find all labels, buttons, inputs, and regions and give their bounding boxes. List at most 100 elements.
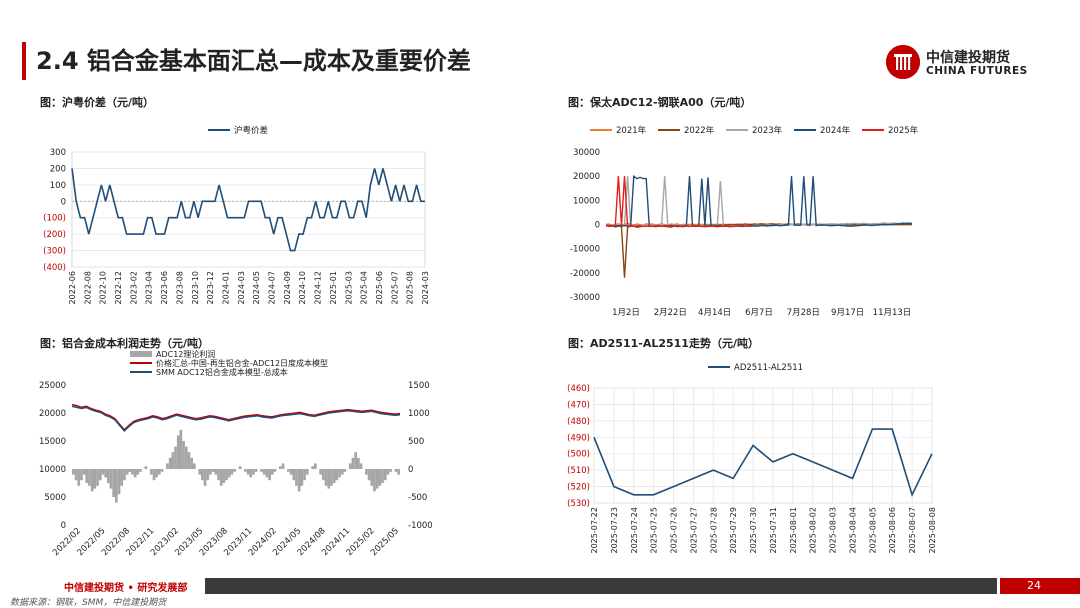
profit-bar — [128, 469, 132, 472]
profit-bar — [150, 469, 153, 475]
profit-bar — [152, 469, 156, 481]
profit-bar — [88, 469, 91, 486]
profit-bar — [314, 463, 317, 469]
legend-label: 2023年 — [752, 125, 783, 136]
profit-bar — [120, 469, 124, 486]
series-line — [605, 176, 913, 228]
y-tick-label-right: 1500 — [408, 381, 430, 391]
x-tick-label: 4月14日 — [698, 308, 731, 318]
legend-label: 价格汇总-中国-再生铝合金-ADC12日度成本模型 — [156, 358, 328, 368]
x-tick-label: 2024-03 — [237, 271, 246, 304]
y-tick-label-left: 10000 — [39, 465, 66, 475]
y-tick-label-right: -1000 — [408, 521, 433, 531]
profit-bar — [166, 463, 169, 469]
profit-bar — [74, 469, 78, 481]
profit-bar — [252, 469, 255, 475]
chart-price-spread: 300 200 100 0 (100) (200) (300) (400)2022-06 202… — [43, 125, 430, 304]
y-tick-label: (520) — [567, 483, 590, 493]
y-tick-label-right: 0 — [408, 465, 413, 475]
x-tick-label: 2025-08-07 — [908, 507, 917, 554]
profit-bar — [295, 469, 298, 486]
y-tick-label-left: 20000 — [39, 409, 66, 419]
profit-bar — [322, 469, 325, 481]
legend-label: 2024年 — [820, 125, 851, 136]
legend-label: 2025年 — [888, 125, 919, 136]
y-tick-label-right: -500 — [408, 493, 427, 503]
profit-bar — [389, 469, 392, 472]
profit-bar — [370, 469, 374, 486]
chart-adc12-a00-spread: 30000 20000 10000 0 -10000 -20000 -30000 1月2日 2月… — [570, 125, 919, 318]
profit-bar — [182, 441, 185, 469]
profit-bar — [359, 463, 363, 469]
x-tick-label: 2023-08 — [175, 271, 184, 304]
x-tick-label: 2022-08 — [83, 271, 92, 304]
profit-bar — [131, 469, 134, 475]
x-tick-label: 2025-07-30 — [749, 507, 758, 554]
x-tick-label: 2025-08-05 — [868, 507, 877, 554]
profit-bar — [289, 469, 293, 475]
profit-bar — [238, 466, 242, 469]
x-tick-label: 2025-03 — [344, 271, 353, 304]
profit-bar — [72, 469, 75, 475]
profit-bar — [211, 469, 215, 472]
profit-bar — [104, 469, 107, 478]
profit-bar — [327, 469, 331, 489]
y-tick-label: (490) — [567, 433, 590, 443]
profit-bar — [101, 469, 105, 475]
profit-bar — [244, 469, 247, 472]
x-tick-label: 2023-10 — [191, 271, 200, 304]
profit-bar — [133, 469, 137, 478]
profit-bar — [324, 469, 328, 486]
x-tick-label: 6月7日 — [745, 308, 773, 318]
x-tick-label: 2025-08-08 — [928, 507, 937, 554]
series-line — [593, 428, 933, 497]
x-tick-label: 2025-07-28 — [709, 507, 718, 554]
y-tick-label: (400) — [43, 263, 66, 273]
profit-bar — [305, 469, 309, 475]
profit-bar — [246, 469, 250, 475]
x-tick-label: 2023-06 — [160, 271, 169, 304]
profit-bar — [179, 429, 183, 469]
y-tick-label: (200) — [43, 230, 66, 240]
x-tick-label: 11月13日 — [873, 308, 912, 318]
x-tick-label: 2025-08-01 — [789, 507, 798, 554]
y-tick-label-left: 25000 — [39, 381, 66, 391]
profit-bar — [206, 469, 210, 481]
profit-bar — [348, 463, 352, 469]
profit-bar — [85, 469, 89, 483]
title-accent-bar — [22, 42, 26, 80]
profit-bar — [176, 435, 180, 469]
legend-label: 2021年 — [616, 125, 647, 136]
profit-bar — [222, 469, 226, 483]
profit-bar — [209, 469, 212, 475]
y-tick-label-left: 15000 — [39, 437, 66, 447]
y-tick-label: 100 — [50, 181, 66, 191]
x-tick-label: 2024-10 — [298, 271, 307, 304]
y-tick-label: 10000 — [573, 196, 600, 206]
x-tick-label: 2025-08-06 — [888, 507, 897, 554]
profit-bar — [332, 469, 336, 483]
profit-bar — [171, 452, 175, 469]
x-tick-label: 2025-07-22 — [590, 507, 599, 554]
x-tick-label: 2023-12 — [206, 271, 215, 304]
chart-title: 图：沪粤价差（元/吨） — [40, 96, 155, 109]
profit-bar — [109, 469, 113, 489]
profit-bar — [262, 469, 266, 475]
profit-bar — [139, 469, 142, 472]
y-tick-label: (510) — [567, 466, 590, 476]
y-tick-label-right: 1000 — [408, 409, 430, 419]
x-tick-label: 9月17日 — [831, 308, 864, 318]
profit-bar — [343, 469, 347, 472]
profit-bar — [125, 469, 129, 475]
chart-ad2511-al2511: (460) (470) (480) (490) (500) (510) (520) (530)… — [567, 363, 937, 554]
profit-bar — [107, 469, 110, 483]
profit-bar — [265, 469, 269, 478]
x-tick-label: 2024-09 — [283, 271, 292, 304]
footer-org: 中信建投期货 • 研究发展部 — [64, 583, 188, 594]
profit-bar — [123, 469, 126, 481]
x-tick-label: 1月2日 — [612, 308, 640, 318]
footer-bar — [205, 578, 997, 594]
profit-bar — [214, 469, 218, 475]
profit-bar — [386, 469, 390, 475]
profit-bar — [319, 469, 322, 475]
